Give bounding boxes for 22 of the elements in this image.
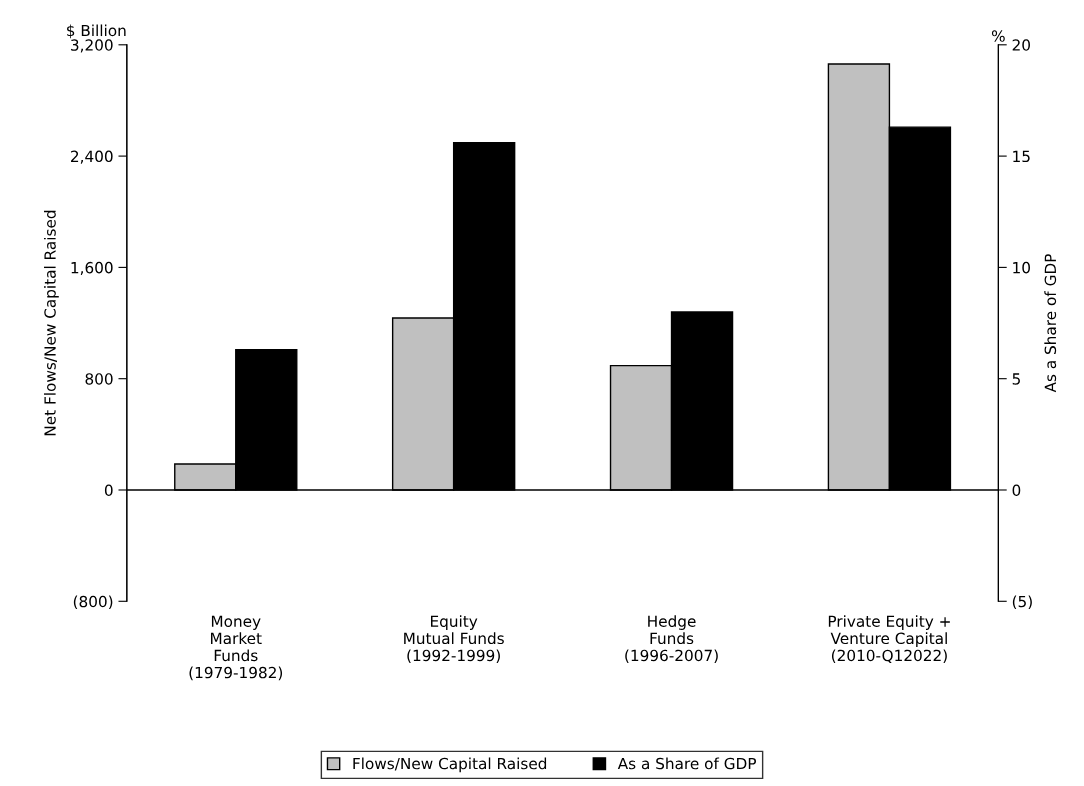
y2-tick-label: 15 [1013,150,1030,163]
y-axis-title: Net Flows/New Capital Raised [44,210,59,436]
text: % [991,30,1005,42]
legend-label: As a Share of GDP [617,757,757,770]
x-tick-label: Hedge Funds (1996-2007) [625,615,718,664]
y-tick-label: 3,200 [71,39,113,53]
y-tick-label: 2,400 [71,150,113,164]
text: $ Billion [67,24,126,39]
y2-tick-label: 5 [1012,373,1020,385]
y2-axis-title: As a Share of GDP [1044,254,1057,393]
x-tick-label: Equity Mutual Funds (1992-1999) [404,615,504,664]
y-tick-label: 800 [85,373,113,385]
y-tick-label: (800) [73,595,113,610]
y-tick-label: 1,600 [71,261,113,275]
legend-label: Flows/New Capital Raised [353,757,547,773]
x-tick-label: Money Market Funds (1979-1982) [189,615,283,681]
y2-tick-label: 20 [1012,39,1030,51]
y-tick-label: 0 [104,484,113,497]
x-tick-label: Private Equity + Venture Capital (2010-Q12022) [828,615,950,664]
y2-tick-label: (5) [1012,595,1032,610]
y2-tick-label: 0 [1012,484,1021,497]
y2-tick-label: 10 [1013,261,1030,274]
